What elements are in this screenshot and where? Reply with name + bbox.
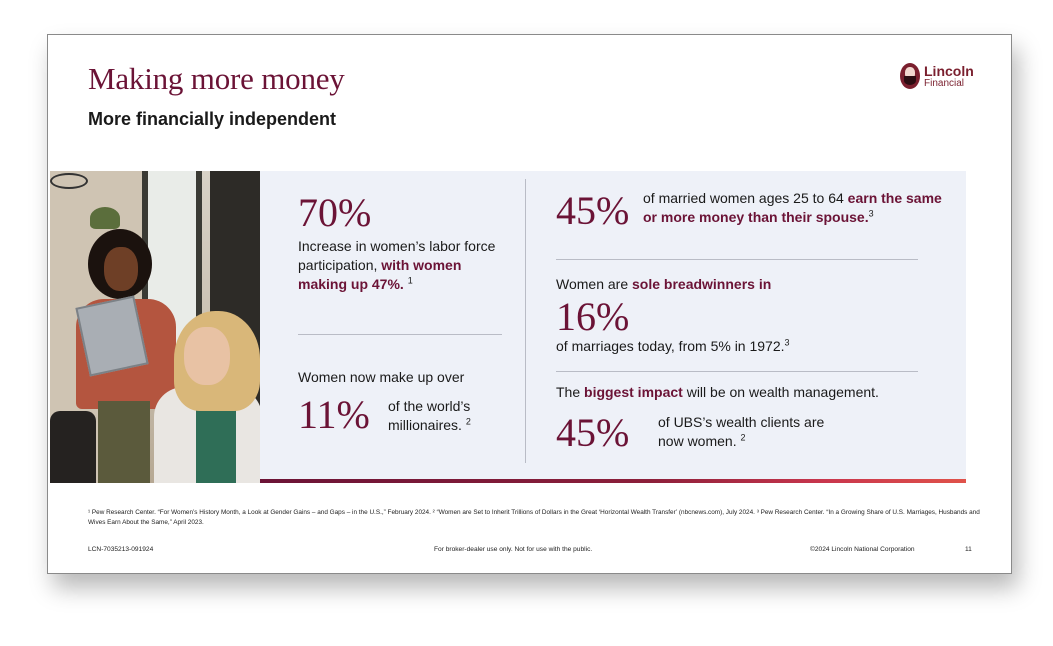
stat2-text: of the world’s millionaires. 2 <box>388 398 471 433</box>
stat5-intro: The biggest impact will be on wealth man… <box>556 384 879 400</box>
disclaimer: For broker-dealer use only. Not for use … <box>434 546 593 553</box>
footnotes: ¹ Pew Research Center. “For Women’s Hist… <box>88 509 980 526</box>
slide: Making more money More financially indep… <box>47 34 1012 574</box>
lincoln-portrait-icon <box>900 63 920 89</box>
copyright: ©2024 Lincoln National Corporation <box>810 546 915 553</box>
stat1-text: Increase in women’s labor force particip… <box>298 238 496 292</box>
page-subtitle: More financially independent <box>88 109 337 129</box>
stat1-value: 70% <box>298 190 372 235</box>
document-code: LCN-7035213-091924 <box>88 546 154 553</box>
page-title: Making more money <box>88 61 345 96</box>
stat5-value: 45% <box>556 410 630 455</box>
photo-two-women <box>50 171 260 483</box>
stat4-text: of marriages today, from 5% in 1972.3 <box>556 337 790 354</box>
stat3-text: of married women ages 25 to 64 earn the … <box>643 190 942 225</box>
stat4-value: 16% <box>556 294 630 339</box>
divider-left <box>298 334 502 335</box>
divider-right-2 <box>556 371 918 372</box>
logo-line2: Financial <box>924 77 965 89</box>
page-number: 11 <box>965 546 972 553</box>
logo-line1: Lincoln <box>924 62 974 79</box>
stat4-intro: Women are sole breadwinners in <box>556 276 772 292</box>
divider-right-1 <box>556 259 918 260</box>
stat3-value: 45% <box>556 188 630 233</box>
stat2-intro: Women now make up over <box>298 369 465 385</box>
accent-gradient-bar <box>260 479 966 483</box>
stat2-value: 11% <box>298 392 370 437</box>
vertical-divider <box>525 179 526 463</box>
stats-panel: 70% Increase in women’s labor force part… <box>260 171 966 483</box>
brand-logo: Lincoln Financial <box>900 63 974 89</box>
stat5-text: of UBS’s wealth clients are now women. 2 <box>658 414 825 449</box>
